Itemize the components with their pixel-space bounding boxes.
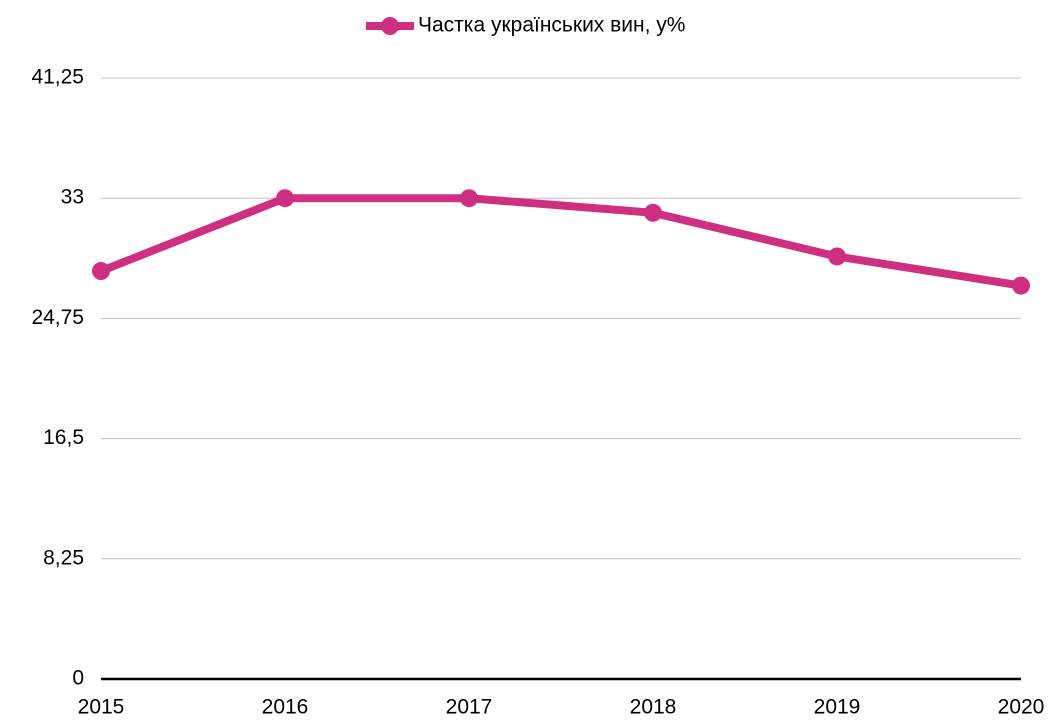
legend-swatch-marker [381, 17, 399, 35]
point [460, 189, 478, 208]
point [644, 203, 662, 222]
y-tick-label: 0 [72, 667, 84, 690]
y-tick-label: 33 [61, 186, 84, 209]
x-tick-label: 2019 [814, 696, 861, 719]
y-tick-label: 8,25 [43, 546, 84, 569]
point [92, 262, 110, 281]
x-tick-label: 2018 [630, 696, 677, 719]
y-tick-label: 24,75 [31, 306, 84, 329]
y-tick-label: 41,25 [31, 66, 84, 89]
x-tick-label: 2016 [262, 696, 309, 719]
y-tick-label: 16,5 [43, 426, 84, 449]
point [276, 189, 294, 208]
x-tick-label: 2017 [446, 696, 493, 719]
point [828, 247, 846, 266]
legend-label: Частка українських вин, у% [418, 14, 685, 37]
series-line [99, 194, 1022, 290]
point [1012, 276, 1030, 295]
x-tick-label: 2020 [998, 696, 1045, 719]
x-tick-label: 2015 [78, 696, 125, 719]
